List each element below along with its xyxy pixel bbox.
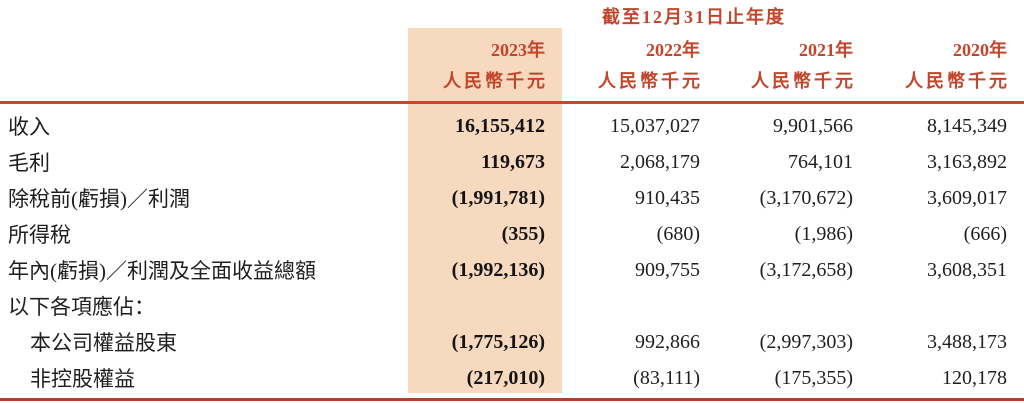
row-label: 毛利: [8, 151, 50, 175]
value-cell: 15,037,027: [610, 114, 700, 137]
value-cell: (2,997,303): [759, 330, 853, 353]
value-cell: 764,101: [788, 150, 853, 173]
table-top-rule: [0, 101, 1024, 104]
value-cell: (175,355): [774, 366, 853, 389]
table-row: 收入 16,155,412 15,037,027 9,901,566 8,145…: [0, 108, 1012, 144]
period-header: 截至12月31日止年度: [602, 7, 786, 27]
row-label: 除稅前(虧損)／利潤: [8, 187, 190, 211]
value-cell: (1,992,136): [451, 258, 545, 281]
value-cell: (3,170,672): [759, 186, 853, 209]
table-row: 所得稅 (355) (680) (1,986) (666): [0, 216, 1012, 252]
table-body: 收入 16,155,412 15,037,027 9,901,566 8,145…: [0, 108, 1012, 396]
row-label: 年內(虧損)／利潤及全面收益總額: [8, 259, 316, 283]
table-bottom-rule: [0, 398, 1024, 401]
value-cell: 910,435: [635, 186, 700, 209]
table-row: 除稅前(虧損)／利潤 (1,991,781) 910,435 (3,170,67…: [0, 180, 1012, 216]
year-header-2020: 2020年: [953, 40, 1007, 60]
unit-header-2020: 人民幣千元: [905, 71, 1010, 91]
row-label: 所得稅: [8, 223, 71, 247]
value-cell: 992,866: [635, 330, 700, 353]
value-cell: 120,178: [942, 366, 1007, 389]
value-cell: (355): [501, 222, 545, 245]
year-header-row: 2023年 2022年 2021年 2020年: [0, 33, 1012, 65]
unit-header-2022: 人民幣千元: [598, 71, 703, 91]
value-cell: (1,991,781): [451, 186, 545, 209]
year-header-2021: 2021年: [799, 40, 853, 60]
year-header-2022: 2022年: [646, 40, 700, 60]
value-cell: 8,145,349: [927, 114, 1007, 137]
value-cell: 3,163,892: [927, 150, 1007, 173]
table-header: 2023年 2022年 2021年 2020年 人民幣千元 人民幣千元 人民幣千…: [0, 33, 1012, 95]
value-cell: (1,775,126): [451, 330, 545, 353]
value-cell: (217,010): [466, 366, 545, 389]
value-cell: 3,488,173: [927, 330, 1007, 353]
value-cell: (83,111): [633, 366, 700, 389]
table-row: 非控股權益 (217,010) (83,111) (175,355) 120,1…: [0, 360, 1012, 396]
value-cell: 909,755: [635, 258, 700, 281]
unit-header-2023: 人民幣千元: [443, 71, 548, 91]
value-cell: 2,068,179: [620, 150, 700, 173]
value-cell: (3,172,658): [759, 258, 853, 281]
table-row: 毛利 119,673 2,068,179 764,101 3,163,892: [0, 144, 1012, 180]
highlight-2023-column: [408, 28, 562, 393]
value-cell: 16,155,412: [455, 114, 545, 137]
row-label: 以下各項應佔：: [8, 295, 155, 319]
unit-header-2021: 人民幣千元: [751, 71, 856, 91]
table-row: 以下各項應佔：: [0, 288, 1012, 324]
value-cell: 3,609,017: [927, 186, 1007, 209]
value-cell: 3,608,351: [927, 258, 1007, 281]
value-cell: 9,901,566: [773, 114, 853, 137]
row-label: 收入: [8, 115, 50, 139]
table-row: 本公司權益股東 (1,775,126) 992,866 (2,997,303) …: [0, 324, 1012, 360]
value-cell: 119,673: [481, 150, 545, 173]
row-label: 非控股權益: [30, 367, 135, 391]
year-header-2023: 2023年: [491, 40, 545, 60]
row-label: 本公司權益股東: [30, 331, 177, 355]
value-cell: (666): [963, 222, 1007, 245]
unit-header-row: 人民幣千元 人民幣千元 人民幣千元 人民幣千元: [0, 65, 1012, 95]
table-row: 年內(虧損)／利潤及全面收益總額 (1,992,136) 909,755 (3,…: [0, 252, 1012, 288]
value-cell: (1,986): [794, 222, 853, 245]
value-cell: (680): [656, 222, 700, 245]
